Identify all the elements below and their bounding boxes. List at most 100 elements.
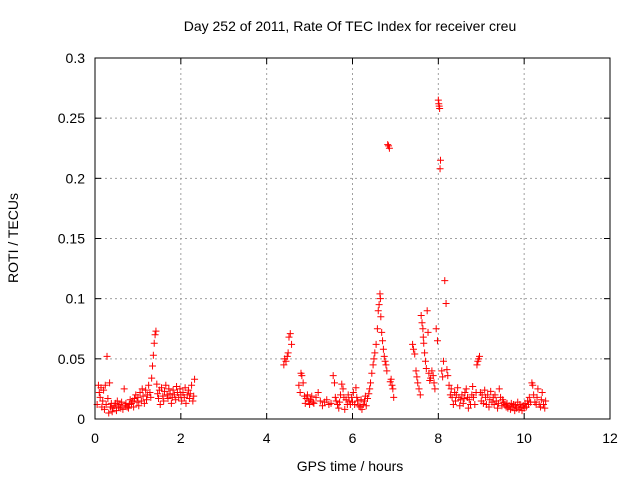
data-point — [299, 379, 307, 387]
data-point — [389, 385, 397, 393]
data-point — [134, 393, 142, 401]
data-point — [99, 397, 107, 405]
data-point — [409, 345, 417, 353]
data-point — [428, 367, 436, 375]
data-point — [380, 352, 388, 360]
data-point — [524, 397, 532, 405]
data-point — [538, 389, 546, 397]
data-point — [100, 405, 108, 413]
data-point — [335, 404, 343, 412]
data-point — [447, 385, 455, 393]
data-point — [457, 396, 465, 404]
data-point — [286, 330, 294, 338]
data-point — [138, 385, 146, 393]
data-point — [476, 352, 484, 360]
data-point — [448, 393, 456, 401]
data-point — [364, 395, 372, 403]
data-point — [101, 381, 109, 389]
data-point — [96, 393, 104, 401]
data-point — [169, 386, 177, 394]
data-point — [461, 389, 469, 397]
data-point — [323, 396, 331, 404]
data-point — [105, 409, 113, 417]
data-point — [118, 398, 126, 406]
data-point — [429, 372, 437, 380]
y-tick-label: 0.3 — [66, 50, 86, 66]
data-point — [421, 349, 429, 357]
data-point — [152, 327, 160, 335]
data-point — [358, 405, 366, 413]
data-point — [336, 398, 344, 406]
data-point — [382, 361, 390, 369]
data-point — [415, 385, 423, 393]
data-point — [487, 387, 495, 395]
data-point — [409, 340, 417, 348]
data-point — [316, 397, 324, 405]
data-point — [285, 333, 293, 341]
data-point — [436, 165, 444, 173]
data-point — [288, 340, 296, 348]
data-point — [303, 391, 311, 399]
data-point — [161, 387, 169, 395]
data-point — [150, 339, 158, 347]
data-point — [345, 397, 353, 405]
data-point — [176, 385, 184, 393]
data-point — [498, 402, 506, 410]
data-point — [502, 403, 510, 411]
data-point — [430, 379, 438, 387]
data-point — [167, 399, 175, 407]
data-point — [124, 404, 132, 412]
data-point — [155, 395, 163, 403]
data-point — [485, 403, 493, 411]
data-point — [375, 301, 383, 309]
data-point — [469, 383, 477, 391]
data-point — [420, 339, 428, 347]
data-point — [140, 399, 148, 407]
data-points-layer — [93, 96, 550, 417]
data-point — [387, 375, 395, 383]
data-point — [390, 393, 398, 401]
data-point — [160, 397, 168, 405]
y-tick-label: 0 — [77, 411, 85, 427]
data-point — [139, 392, 147, 400]
data-point — [145, 381, 153, 389]
data-point — [459, 399, 467, 407]
data-point — [149, 351, 157, 359]
y-axis-label: ROTI / TECUs — [5, 193, 21, 283]
data-point — [100, 386, 108, 394]
grid-layer — [95, 58, 610, 419]
data-point — [158, 384, 166, 392]
data-point — [442, 299, 450, 307]
data-point — [385, 144, 393, 152]
chart-title: Day 252 of 2011, Rate Of TEC Index for r… — [184, 18, 517, 34]
y-tick-label: 0.2 — [66, 170, 86, 186]
data-point — [373, 325, 381, 333]
data-point — [379, 345, 387, 353]
data-point — [314, 389, 322, 397]
data-point — [182, 399, 190, 407]
axis-ticks-layer: 0 0.05 0.1 0.15 0.2 0.25 0.3 0 2 4 6 8 10 12 — [58, 50, 618, 446]
data-point — [188, 381, 196, 389]
data-point — [178, 397, 186, 405]
data-point — [384, 141, 392, 149]
data-point — [191, 375, 199, 383]
data-point — [159, 392, 167, 400]
x-tick-label: 4 — [263, 430, 271, 446]
data-point — [432, 325, 440, 333]
data-point — [374, 307, 382, 315]
data-point — [417, 312, 425, 320]
data-point — [491, 391, 499, 399]
data-point — [439, 373, 447, 381]
data-point — [339, 385, 347, 393]
data-point — [376, 295, 384, 303]
data-point — [371, 349, 379, 357]
data-point — [95, 389, 103, 397]
data-point — [130, 395, 138, 403]
data-point — [166, 390, 174, 398]
x-axis-label: GPS time / hours — [297, 458, 404, 474]
data-point — [349, 389, 357, 397]
data-point — [332, 397, 340, 405]
data-point — [298, 372, 306, 380]
